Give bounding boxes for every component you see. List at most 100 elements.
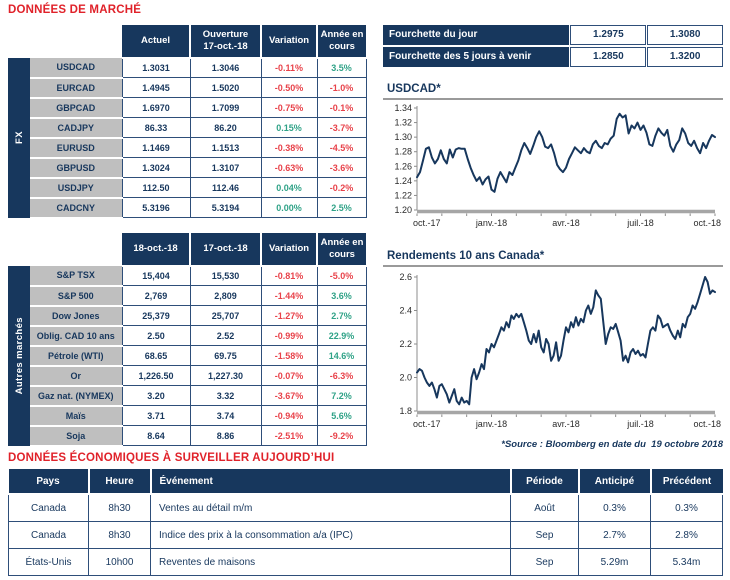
- cell-value: 3.74: [189, 405, 262, 426]
- cell-value: -0.11%: [260, 57, 318, 78]
- cell-value: 3.6%: [316, 285, 367, 306]
- cell-value: -6.3%: [316, 365, 367, 386]
- column-header: Précédent: [650, 469, 723, 495]
- cell-value: 25,379: [121, 305, 191, 326]
- svg-text:1.34: 1.34: [394, 103, 412, 113]
- cell-value: 0.3%: [650, 493, 723, 522]
- cell-value: 2.7%: [316, 305, 367, 326]
- table-row: FX USDCAD 1.3031 1.3046 -0.11% 3.5%: [8, 57, 367, 218]
- table-row: Pétrole (WTI) 68.65 69.75 -1.58% 14.6%: [8, 345, 367, 367]
- cell-value: 1.3046: [189, 57, 262, 78]
- cell-value: 1.6970: [121, 97, 191, 118]
- group-label: FX: [13, 131, 25, 145]
- cell-value: 15,530: [189, 265, 262, 286]
- table-row: Autres marchés S&P TSX 15,404 15,530 -0.81% -…: [8, 265, 367, 446]
- svg-text:1.32: 1.32: [394, 118, 412, 128]
- cell-value: 0.04%: [260, 177, 318, 198]
- cell-value: 2.52: [189, 325, 262, 346]
- column-header: Actuel: [122, 25, 191, 59]
- table-row: EURCAD 1.4945 1.5020 -0.50% -1.0%: [8, 77, 367, 99]
- cell-value: 8h30: [88, 521, 151, 549]
- usdcad-chart-title: USDCAD*: [383, 83, 723, 100]
- yields-chart-title: Rendements 10 ans Canada*: [383, 250, 723, 267]
- table-row: Dow Jones 25,379 25,707 -1.27% 2.7%: [8, 305, 367, 327]
- cell-value: -0.07%: [260, 365, 318, 386]
- row-label: S&P TSX: [30, 266, 122, 287]
- column-header: Heure: [88, 469, 152, 495]
- cell-value: 1.5020: [189, 77, 262, 98]
- table-row: GBPCAD 1.6970 1.7099 -0.75% -0.1%: [8, 97, 367, 119]
- cell-value: Indice des prix à la consommation a/a (I…: [150, 521, 511, 549]
- cell-value: 8.86: [189, 425, 262, 446]
- cell-value: -5.0%: [316, 265, 367, 286]
- cell-value: 5.34m: [650, 548, 723, 576]
- svg-text:oct.-18: oct.-18: [693, 218, 721, 228]
- svg-text:oct.-17: oct.-17: [413, 419, 441, 429]
- cell-value: 1.3031: [121, 57, 191, 78]
- cell-value: 5.29m: [578, 548, 651, 576]
- cell-value: -3.6%: [316, 157, 367, 178]
- cell-value: Sep: [510, 548, 579, 576]
- cell-value: -3.7%: [316, 117, 367, 138]
- table-row: Canada 8h30 Ventes au détail m/m Août 0.3% 0.…: [8, 493, 723, 522]
- range-high: 1.3200: [647, 47, 724, 67]
- svg-text:oct.-17: oct.-17: [413, 218, 441, 228]
- cell-value: -0.99%: [260, 325, 318, 346]
- cell-value: -9.2%: [316, 425, 367, 446]
- cell-value: -1.58%: [260, 345, 318, 366]
- cell-value: 112.50: [121, 177, 191, 198]
- svg-text:1.28: 1.28: [394, 147, 412, 157]
- fx-section: Actuel Ouverture 17-oct.-18 Variation Année…: [8, 25, 367, 219]
- source-note: *Source : Bloomberg en date du 19 octobr…: [501, 439, 723, 450]
- table-row: Gaz nat. (NYMEX) 3.20 3.32 -3.67% 7.2%: [8, 385, 367, 407]
- cell-value: 1.3107: [189, 157, 262, 178]
- table-row: Or 1,226.50 1,227.30 -0.07% -6.3%: [8, 365, 367, 387]
- svg-text:juil.-18: juil.-18: [626, 419, 654, 429]
- cell-value: 25,707: [189, 305, 262, 326]
- table-row: Canada 8h30 Indice des prix à la consommat…: [8, 521, 723, 549]
- cell-value: 0.15%: [260, 117, 318, 138]
- cell-value: 3.5%: [316, 57, 367, 78]
- cell-value: 69.75: [189, 345, 262, 366]
- cell-value: 1,227.30: [189, 365, 262, 386]
- cell-value: 8.64: [121, 425, 191, 446]
- cell-value: 1.3024: [121, 157, 191, 178]
- svg-text:1.24: 1.24: [394, 176, 412, 186]
- row-label: EURUSD: [30, 137, 122, 159]
- range-label: Fourchette du jour: [383, 25, 570, 45]
- column-header: Variation: [261, 233, 318, 267]
- column-header: Anticipé: [578, 469, 652, 495]
- svg-text:2.2: 2.2: [399, 339, 412, 349]
- row-label: EURCAD: [30, 77, 122, 99]
- table-row: CADCNY 5.3196 5.3194 0.00% 2.5%: [8, 197, 367, 219]
- cell-value: 2.8%: [650, 521, 723, 549]
- svg-text:avr.-18: avr.-18: [552, 218, 580, 228]
- cell-value: 2.7%: [578, 521, 651, 549]
- range-row: Fourchette du jour 1.2975 1.3080: [383, 25, 724, 45]
- svg-text:janv.-18: janv.-18: [475, 218, 507, 228]
- cell-value: 3.20: [121, 385, 191, 406]
- market-data-title: DONNÉES DE MARCHÉ: [8, 4, 142, 16]
- economic-data-section: DONNÉES ÉCONOMIQUES À SURVEILLER AUJOURD…: [8, 452, 723, 576]
- column-header: 17-oct.-18: [190, 233, 262, 267]
- column-header: Année en cours: [317, 233, 366, 267]
- svg-text:janv.-18: janv.-18: [475, 419, 507, 429]
- cell-value: Sep: [510, 521, 579, 549]
- header-spacer: [8, 233, 122, 266]
- cell-value: 1.7099: [189, 97, 262, 118]
- cell-value: Canada: [8, 493, 89, 522]
- svg-text:1.20: 1.20: [394, 205, 412, 215]
- svg-text:avr.-18: avr.-18: [552, 419, 580, 429]
- cell-value: -0.94%: [260, 405, 318, 426]
- svg-text:1.26: 1.26: [394, 161, 412, 171]
- row-label: Or: [30, 365, 122, 387]
- cell-value: 1.1513: [189, 137, 262, 158]
- row-label: S&P 500: [30, 285, 122, 307]
- cell-value: 14.6%: [316, 345, 367, 366]
- range-low: 1.2850: [570, 47, 647, 67]
- cell-value: 0.3%: [578, 493, 651, 522]
- cell-value: -0.1%: [316, 97, 367, 118]
- table-row: EURUSD 1.1469 1.1513 -0.38% -4.5%: [8, 137, 367, 159]
- cell-value: 0.00%: [260, 197, 318, 218]
- cell-value: 2,769: [121, 285, 191, 306]
